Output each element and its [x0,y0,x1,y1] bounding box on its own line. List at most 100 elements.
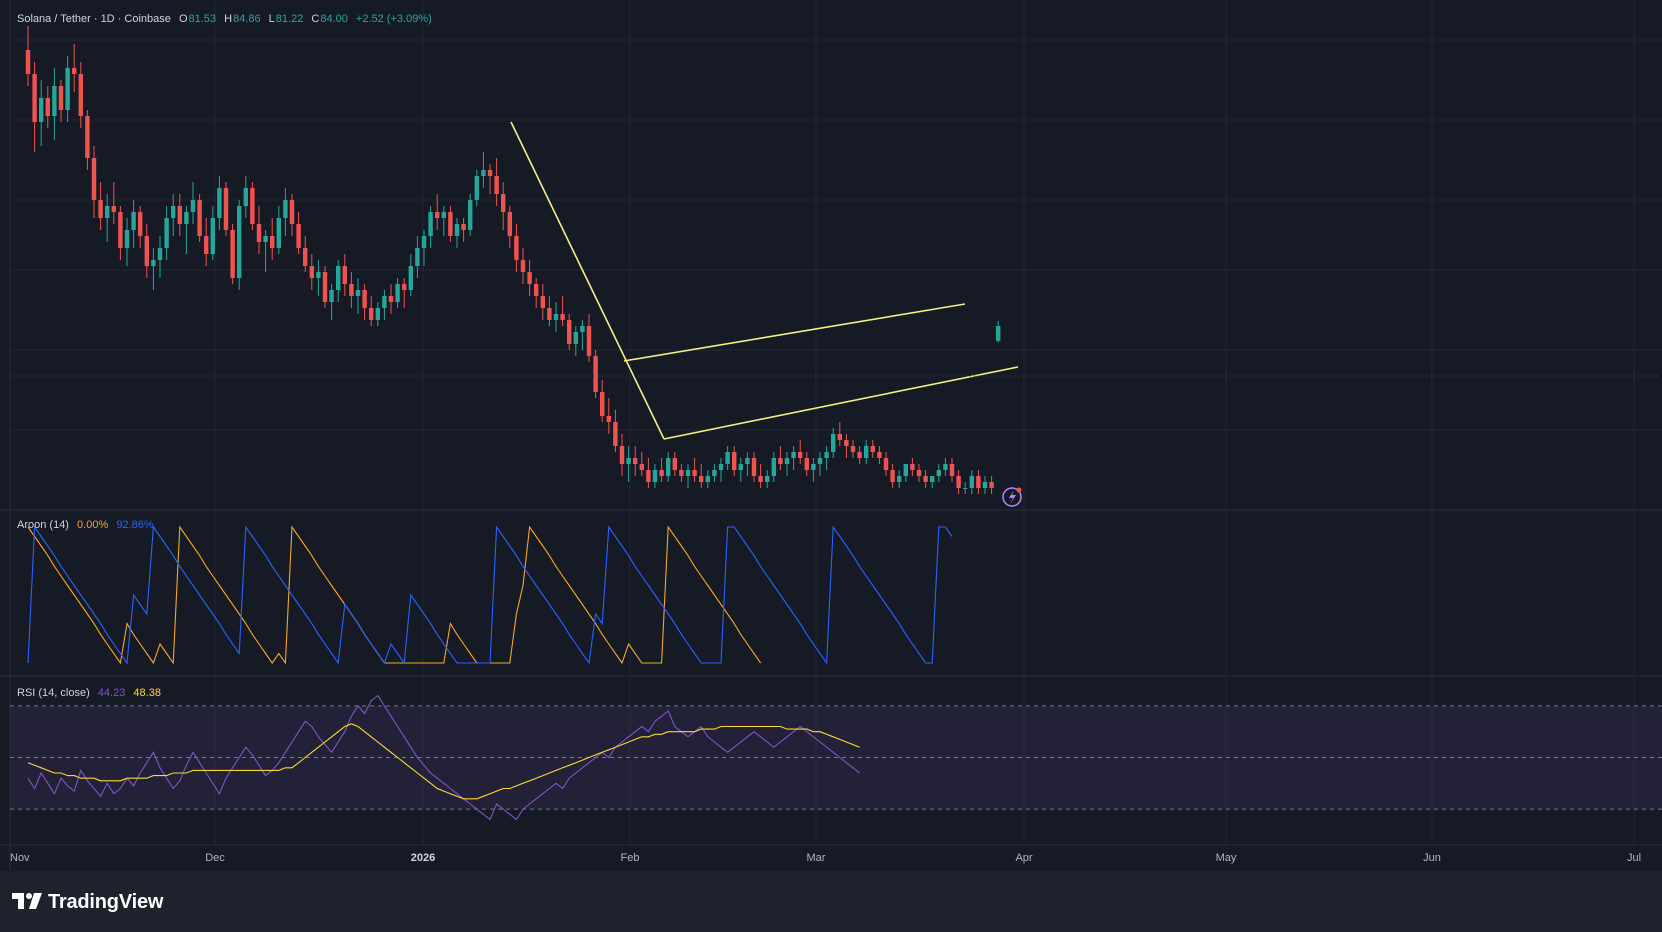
candle [593,350,598,398]
candle-body [732,452,737,470]
candle-body [804,458,809,470]
candle-body [382,296,387,308]
candle-body [850,446,856,452]
candle [930,476,935,488]
candle-body [32,74,37,122]
candle [382,290,387,320]
candle-body [811,464,816,470]
candle [910,458,915,476]
candle [817,452,823,476]
candle [870,440,875,458]
candle-body [184,212,189,224]
candle-body [217,188,222,218]
aroon-down-value: 92.86% [116,519,154,531]
candle-body [745,458,750,464]
candle [547,296,552,326]
candle [157,236,163,278]
candle [177,194,182,236]
high-value: 84.86 [233,13,261,25]
rsi-pane [10,694,1662,821]
candle-body [105,206,110,218]
candle-body [963,488,968,489]
candle [732,446,737,476]
candle [190,182,196,224]
candle-body [534,284,539,296]
candle-body [435,212,440,218]
candle [619,434,625,476]
candle-body [580,326,585,332]
candle-body [329,290,334,302]
candle-body [52,86,57,116]
rsi-legend[interactable]: RSI (14, close) 44.23 48.38 [17,686,166,700]
time-axis[interactable]: Nov Dec 2026 Feb Mar Apr May Jun Jul [10,852,1641,864]
candle-body [355,290,361,296]
candle [230,224,235,284]
candle-body [428,212,433,236]
candle-body [58,86,64,110]
rsi-value: 44.23 [97,687,126,699]
candle-body [342,266,347,284]
aroon-legend[interactable]: Aroon (14) 0.00% 92.86% [17,518,159,532]
candle-body [718,464,724,470]
candle [778,446,783,470]
candle [402,278,407,308]
candle [124,218,130,266]
candle-body [250,188,255,224]
candle-body [685,470,691,476]
candle-body [831,434,836,452]
tradingview-logo[interactable]: TradingView [12,891,163,913]
aroon-up-line [27,525,762,665]
candle-body [699,476,704,482]
open-label: O [178,13,188,25]
candle [72,44,77,92]
candle-body [705,476,710,482]
candle-body [39,98,44,122]
aroon-up-value: 0.00% [77,519,109,531]
candle-body [778,458,783,464]
candle [646,458,651,488]
candle [969,470,974,494]
candle-body [765,476,770,482]
candle-body [322,272,328,302]
candle [256,206,262,254]
candle-body [593,356,598,392]
candle-body [784,458,790,464]
time-axis-label: 2026 [411,852,435,864]
candle-body [910,464,915,470]
candle-body [547,308,552,320]
candle [897,470,902,488]
candle [375,302,380,326]
candle-body [613,422,618,446]
candle [771,452,776,482]
lightning-alert-icon[interactable] [1002,487,1022,507]
candle [692,458,697,482]
candle-body [798,452,803,458]
candle [276,206,281,254]
candle-body [949,464,955,476]
candle-body [989,482,994,488]
close-value: 84.00 [320,13,348,25]
candle [751,452,757,482]
candle-body [177,206,182,224]
price-candles [25,26,1001,494]
candle [725,446,730,470]
candle [553,302,559,332]
chart-canvas[interactable]: Nov Dec 2026 Feb Mar Apr May Jun Jul [0,0,1662,871]
candle [296,212,301,254]
drop-trendline [510,121,665,440]
candle-body [758,476,763,482]
candle-body [903,464,908,476]
rsi-label: RSI (14, close) [17,687,90,699]
tradingview-logo-icon [12,893,42,909]
candle [111,182,116,224]
symbol-legend[interactable]: Solana / Tether · 1D · Coinbase O81.53 H… [17,12,437,26]
candle-body [672,458,677,470]
candle-body [111,206,116,212]
candle [514,224,519,272]
candle [395,278,400,308]
candle [316,260,321,296]
candle-body [276,218,281,248]
candle-body [864,446,869,458]
close-label: C [311,13,320,25]
candle [91,146,97,218]
